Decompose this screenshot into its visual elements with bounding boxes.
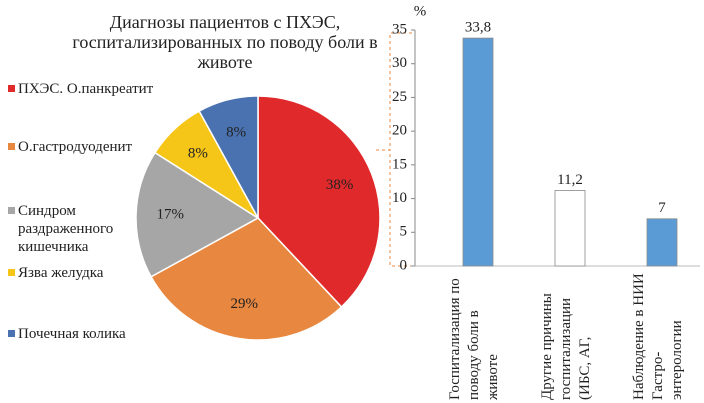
- legend-item: Синдром раздраженного кишечника: [8, 202, 168, 256]
- legend-label: О.гастродуоденит: [18, 139, 133, 155]
- slice-label: 38%: [326, 177, 354, 193]
- y-tick-label: 35: [392, 21, 407, 37]
- y-tick-label: 15: [392, 156, 407, 172]
- slice-label: 8%: [226, 124, 246, 140]
- legend-label: ПХЭС. О.панкреатит: [18, 81, 154, 97]
- y-tick-label: 0: [400, 257, 408, 273]
- x-tick-label: Другие причины госпитализации (ИБС, АГ,: [539, 293, 593, 400]
- legend-label: Синдром раздраженного кишечника: [18, 203, 114, 255]
- y-tick-label: 10: [392, 190, 407, 206]
- value-label: 7: [658, 200, 666, 216]
- bar: [462, 37, 494, 267]
- bar: [646, 218, 678, 267]
- pie-slice: [198, 95, 259, 219]
- slice-label: 29%: [231, 296, 259, 312]
- y-axis-label: %: [414, 3, 427, 19]
- legend-swatch: [8, 143, 15, 150]
- legend-swatch: [8, 269, 15, 276]
- value-label: 33,8: [465, 20, 491, 36]
- legend-label: Почечная колика: [18, 326, 126, 342]
- legend-item: ПХЭС. О.панкреатит: [8, 80, 168, 98]
- pie-slice: [135, 151, 260, 278]
- connector: [376, 149, 415, 267]
- legend-item: Почечная колика: [8, 325, 168, 343]
- x-tick-label: Госпитализация по поводу боли в животе: [447, 278, 501, 400]
- slice-label: 17%: [156, 207, 184, 223]
- pie-title: Диагнозы пациентов с ПХЭС, госпитализиро…: [72, 12, 378, 72]
- y-tick-label: 30: [392, 55, 407, 71]
- slice-label: 8%: [188, 145, 208, 161]
- pie-slice: [150, 217, 343, 341]
- y-tick-label: 25: [392, 89, 407, 105]
- bar: [554, 190, 586, 267]
- legend-item: О.гастродуоденит: [8, 138, 168, 156]
- legend-item: Язва желудка: [8, 264, 168, 282]
- legend-swatch: [8, 85, 15, 92]
- y-tick-label: 20: [392, 123, 407, 139]
- value-label: 11,2: [557, 172, 583, 188]
- pie-slice: [257, 95, 381, 308]
- legend-swatch: [8, 207, 15, 214]
- legend-swatch: [8, 330, 15, 337]
- y-tick-label: 5: [400, 224, 408, 240]
- legend-label: Язва желудка: [18, 265, 104, 281]
- x-tick-label: Наблюдение в НИИ Гастро-энтерологии: [631, 273, 685, 400]
